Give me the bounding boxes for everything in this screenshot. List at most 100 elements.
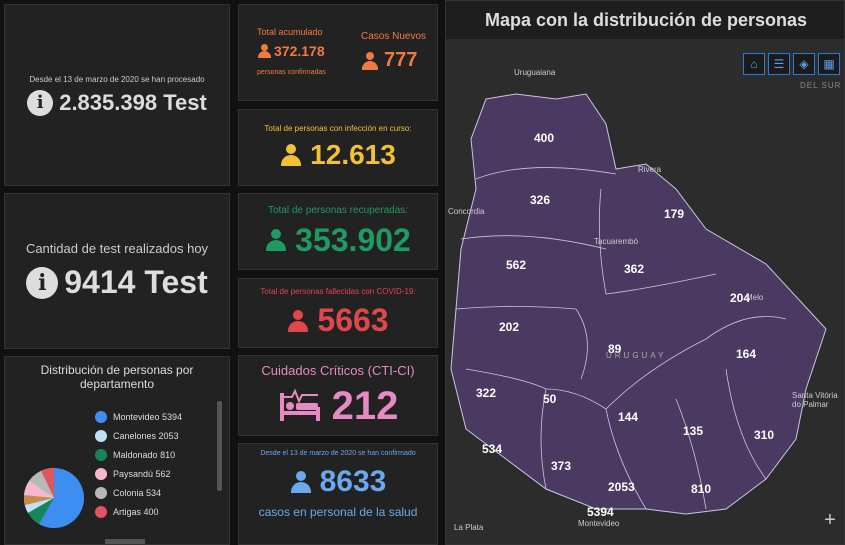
legend-label: Montevideo (113, 411, 160, 422)
person-icon (290, 471, 312, 493)
map-label-maldonado[interactable]: 810 (691, 482, 712, 496)
recovered-label: Total de personas recuperadas: (267, 204, 409, 216)
cti-panel: Cuidados Críticos (CTI-CI) 212 (238, 355, 438, 436)
legend-label: Canelones (113, 430, 157, 441)
city-montevideo: Montevideo (578, 519, 620, 528)
city-melo: Melo (746, 293, 764, 302)
map-label-san-jose[interactable]: 373 (551, 459, 572, 473)
new-cases-value: 777 (384, 49, 418, 71)
map-label-rio-negro[interactable]: 202 (499, 320, 520, 334)
map-label-durazno[interactable]: 89 (608, 342, 622, 356)
map-label-rocha[interactable]: 310 (754, 428, 775, 442)
legend-swatch (95, 505, 107, 518)
distribution-pie-chart (23, 468, 84, 528)
legend-label: Artigas (113, 506, 142, 517)
zoom-in-icon[interactable]: + (824, 509, 836, 531)
legend-value: 400 (143, 506, 159, 517)
city-rivera: Rivera (638, 165, 662, 174)
map-title-bar: Mapa con la distribución de personas (446, 1, 844, 39)
map-label-canelones[interactable]: 2053 (608, 480, 635, 494)
health-staff-panel: Desde el 13 de marzo de 2020 se han conf… (238, 443, 438, 545)
legend-item[interactable]: Montevideo 5394 (95, 407, 182, 426)
deaths-label: Total de personas fallecidas con COVID-1… (260, 287, 416, 296)
legend-label: Colonia (113, 487, 144, 498)
health-staff-caption: Desde el 13 de marzo de 2020 se han conf… (260, 450, 416, 457)
legend-swatch (95, 448, 107, 461)
accumulated-panel: Total acumulado 372.178 personas confirm… (238, 4, 438, 101)
deaths-value: 5663 (317, 302, 389, 338)
legend-value: 2053 (158, 430, 179, 441)
person-icon (287, 309, 309, 332)
city-la-plata: La Plata (454, 523, 484, 532)
legend-item[interactable]: Maldonado 810 (95, 445, 182, 464)
legend-label: Paysandú (113, 468, 154, 479)
home-icon[interactable]: ⌂ (743, 53, 765, 75)
map-label-artigas[interactable]: 400 (534, 131, 555, 145)
city-tacuarembo: Tacuarembó (594, 237, 639, 246)
active-panel: Total de personas con infección en curso… (238, 109, 438, 186)
layers-icon[interactable]: ◈ (793, 53, 815, 75)
map-label-paysandu[interactable]: 562 (506, 258, 527, 272)
map-label-rivera[interactable]: 179 (664, 207, 685, 221)
legend-value: 5394 (162, 411, 183, 422)
map-label-colonia[interactable]: 534 (482, 442, 503, 456)
tests-today-value: 9414 Test (64, 264, 208, 300)
info-icon: i (27, 89, 54, 116)
legend-label: Maldonado (113, 449, 158, 460)
health-staff-value: 8633 (319, 465, 387, 498)
map-label-soriano[interactable]: 322 (476, 386, 497, 400)
cti-value: 212 (331, 383, 399, 428)
active-label: Total de personas con infección en curso… (264, 124, 412, 133)
recovered-panel: Total de personas recuperadas: 353.902 (238, 193, 438, 270)
active-value: 12.613 (310, 139, 396, 170)
map-label-tacuarembo[interactable]: 362 (624, 262, 645, 276)
tests-today-caption: Cantidad de test realizados hoy (25, 241, 209, 256)
map-controls: ⌂ ☰ ◈ ▦ (743, 53, 840, 75)
distribution-title: Distribución de personas por departament… (40, 363, 194, 391)
tests-today-panel: Cantidad de test realizados hoy i 9414 T… (4, 193, 230, 349)
distribution-panel: Distribución de personas por departament… (4, 356, 230, 545)
distribution-legend: Montevideo 5394 Canelones 2053 Maldonado… (95, 407, 182, 521)
qr-icon[interactable]: ▦ (818, 53, 840, 75)
map-label-treinta-y-tres[interactable]: 164 (736, 347, 757, 361)
map-title: Mapa con la distribución de personas (484, 10, 808, 30)
cti-label: Cuidados Críticos (CTI-CI) (261, 362, 415, 378)
tests-processed-caption: Desde el 13 de marzo de 2020 se han proc… (29, 74, 205, 84)
legend-swatch (95, 486, 107, 499)
accumulated-sub: personas confirmadas (257, 69, 326, 76)
horizontal-scrollbar[interactable] (105, 539, 145, 544)
map-label-florida[interactable]: 144 (618, 410, 639, 424)
country-label: URUGUAY (606, 351, 667, 360)
map-label-flores[interactable]: 50 (543, 392, 557, 406)
map-panel: Mapa con la distribución de personas 400… (445, 0, 845, 545)
accumulated-value: 372.178 (274, 43, 325, 59)
health-staff-sub: casos en personal de la salud (258, 505, 418, 519)
legend-item[interactable]: Colonia 534 (95, 483, 182, 502)
list-icon[interactable]: ☰ (768, 53, 790, 75)
person-icon (280, 144, 302, 166)
hospital-bed-icon (279, 389, 320, 421)
city-uruguaiana: Uruguaiana (514, 68, 556, 77)
legend-value: 534 (146, 487, 162, 498)
deaths-panel: Total de personas fallecidas con COVID-1… (238, 278, 438, 348)
city-concordia: Concordia (448, 207, 485, 216)
map-label-lavalleja[interactable]: 135 (683, 424, 704, 438)
legend-swatch (95, 410, 107, 423)
tests-processed-value: 2.835.398 Test (59, 89, 207, 115)
person-icon (265, 229, 287, 251)
map-label-cerro-largo[interactable]: 204 (730, 291, 751, 305)
recovered-value: 353.902 (295, 221, 411, 258)
map-label-salto[interactable]: 326 (530, 193, 551, 207)
new-cases-label: Casos Nuevos (361, 31, 427, 42)
map-label-montevideo[interactable]: 5394 (587, 505, 614, 519)
legend-scrollbar[interactable] (217, 401, 222, 491)
uruguay-departments-shape (450, 93, 827, 515)
legend-item[interactable]: Canelones 2053 (95, 426, 182, 445)
legend-swatch (95, 467, 107, 480)
legend-swatch (95, 429, 107, 442)
legend-item[interactable]: Artigas 400 (95, 502, 182, 521)
legend-item[interactable]: Paysandú 562 (95, 464, 182, 483)
accumulated-label: Total acumulado (257, 27, 323, 37)
uruguay-map (450, 93, 827, 515)
legend-value: 810 (160, 449, 176, 460)
